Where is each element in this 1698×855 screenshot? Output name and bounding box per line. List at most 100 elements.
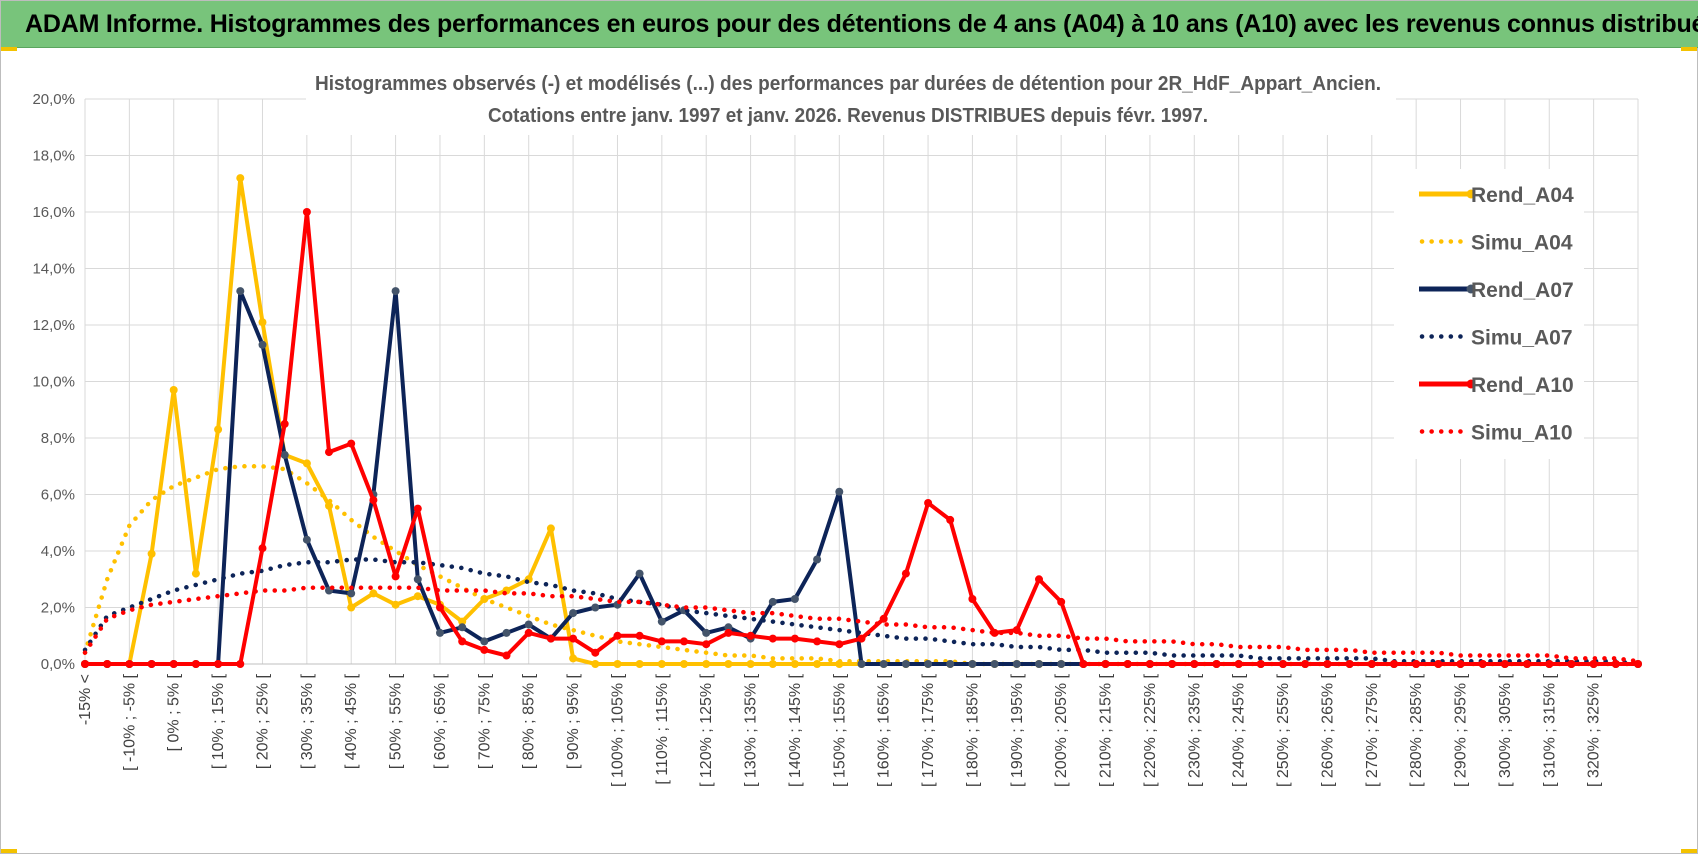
y-tick-label: 4,0% — [41, 543, 75, 560]
legend: Rend_A04 Simu_A04 Rend_A07 Simu_A07 Rend_A10… — [1394, 169, 1584, 459]
rend-a10-point — [524, 628, 533, 637]
rend-a10-point — [1079, 660, 1088, 668]
rend-a10-point — [347, 439, 356, 448]
rend-a04-point — [214, 425, 223, 434]
rend-a10-point — [1434, 660, 1443, 668]
rend-a07-point — [302, 535, 311, 544]
rend-a04-point — [657, 660, 666, 668]
rend-a10-point — [480, 645, 489, 654]
chart-title-line-1: Histogrammes observés (-) et modélisés (… — [315, 73, 1381, 95]
rend-a10-point — [1500, 660, 1509, 668]
rend-a07-point — [835, 487, 844, 496]
rend-a04-point — [591, 660, 600, 668]
rend-a10-point — [214, 660, 223, 668]
x-tick-label: [ 290% ; 295% [ — [1453, 673, 1470, 787]
y-tick-label: 16,0% — [32, 204, 75, 221]
x-tick-label: -15% < — [77, 674, 94, 725]
x-tick-label: [ 150% ; 155% [ — [831, 673, 848, 787]
x-tick-label: [ -10% ; -5% [ — [121, 673, 138, 770]
rend-a10-point — [280, 419, 289, 428]
rend-a04-legend-marker — [1466, 189, 1476, 199]
x-tick-label: [ 210% ; 215% [ — [1098, 673, 1115, 787]
rend-a10-point — [325, 448, 333, 457]
rend-a07-legend-label: Rend_A07 — [1471, 279, 1574, 302]
x-tick-label: [ 280% ; 285% [ — [1408, 673, 1425, 787]
x-tick-label: [ 100% ; 105% [ — [609, 673, 626, 787]
x-tick-label: [ 80% ; 85% [ — [521, 673, 538, 769]
y-tick-label: 10,0% — [32, 374, 75, 391]
rend-a10-point — [302, 208, 311, 216]
x-tick-label: [ 50% ; 55% [ — [388, 673, 405, 769]
rend-a10-point — [236, 660, 245, 668]
legend-background — [1394, 169, 1584, 459]
chart-title-line-2: Cotations entre janv. 1997 et janv. 2026… — [488, 105, 1208, 127]
rend-a07-point — [391, 287, 400, 296]
rend-a07-point — [591, 603, 600, 612]
x-tick-label: [ 270% ; 275% [ — [1364, 673, 1381, 787]
rend-a04-point — [413, 592, 422, 601]
report-title: ADAM Informe. Histogrammes des performan… — [25, 9, 1698, 38]
rend-a04-point — [746, 660, 755, 668]
rend-a10-point — [1345, 660, 1354, 668]
corner-mark — [1681, 849, 1697, 853]
rend-a07-point — [236, 287, 245, 296]
rend-a07-point — [1012, 660, 1021, 668]
rend-a10-point — [790, 634, 799, 643]
rend-a10-point — [1589, 660, 1598, 668]
x-tick-label: [ 300% ; 305% [ — [1497, 673, 1514, 787]
x-tick-label: [ 130% ; 135% [ — [743, 673, 760, 787]
simu-a07-legend-label: Simu_A07 — [1471, 327, 1573, 350]
rend-a04-point — [680, 660, 688, 668]
x-tick-label: [ 140% ; 145% [ — [787, 673, 804, 787]
x-tick-label: [ 20% ; 25% [ — [254, 673, 271, 769]
rend-a07-point — [480, 637, 489, 646]
rend-a10-point — [391, 572, 400, 581]
rend-a10-point — [901, 569, 910, 578]
y-tick-label: 2,0% — [41, 600, 75, 617]
rend-a10-point — [1168, 660, 1177, 668]
rend-a07-point — [635, 569, 644, 578]
x-tick-label: [ 10% ; 15% [ — [210, 673, 227, 769]
x-tick-label: [ 250% ; 255% [ — [1275, 673, 1292, 787]
chart-title-group: Histogrammes observés (-) et modélisés (… — [306, 63, 1396, 135]
rend-a04-point — [325, 501, 333, 510]
x-tick-label: [ 190% ; 195% [ — [1009, 673, 1026, 787]
y-tick-label: 12,0% — [32, 317, 75, 334]
x-tick-label: [ 220% ; 225% [ — [1142, 673, 1159, 787]
series-lines — [81, 174, 1642, 668]
rend-a10-point — [1256, 660, 1265, 668]
y-tick-label: 20,0% — [32, 91, 75, 108]
rend-a10-point — [1212, 660, 1221, 668]
rend-a10-point — [946, 515, 955, 524]
rend-a04-point — [724, 660, 733, 668]
rend-a10-point — [857, 634, 866, 643]
rend-a04-point — [302, 459, 311, 468]
rend-a07-point — [413, 575, 422, 584]
rend-a04-point — [569, 654, 578, 663]
grid-lines — [84, 98, 1639, 665]
rend-a10-point — [369, 496, 378, 505]
rend-a07-point — [458, 623, 467, 632]
corner-mark — [1, 47, 17, 51]
rend-a10-point — [413, 504, 422, 513]
rend-a07-point — [657, 617, 666, 626]
rend-a10-point — [125, 660, 134, 668]
corner-mark — [1681, 47, 1697, 51]
rend-a10-point — [1456, 660, 1465, 668]
rend-a10-point — [1523, 660, 1532, 668]
rend-a10-point — [569, 634, 578, 643]
corner-mark — [1, 849, 17, 853]
rend-a07-point — [258, 340, 267, 349]
x-tick-label: [ 70% ; 75% [ — [476, 673, 493, 769]
rend-a07-point — [990, 660, 999, 668]
rend-a10-point — [103, 660, 112, 668]
rend-a04-point — [258, 318, 267, 327]
axes: 0,0% 2,0% 4,0% 6,0% 8,0% 10,0% 12,0% 14,0% 16,0%… — [32, 91, 1638, 787]
rend-a10-point — [1035, 575, 1043, 584]
rend-a04-point — [790, 660, 799, 668]
x-tick-label: [ 0% ; 5% [ — [166, 673, 183, 751]
simu-a10-line — [82, 585, 1641, 664]
rend-a04-point — [169, 386, 178, 394]
x-tick-label: [ 60% ; 65% [ — [432, 673, 449, 769]
